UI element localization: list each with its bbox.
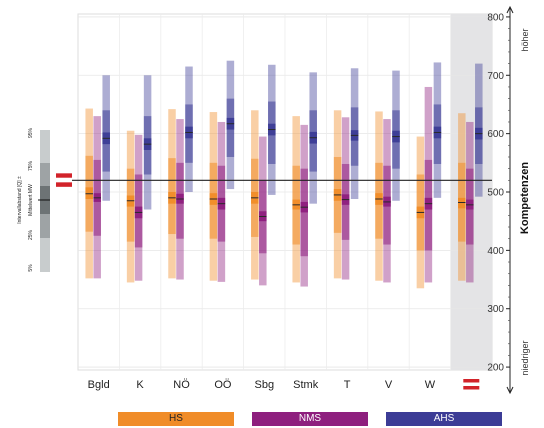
- box-nms-4: [259, 136, 267, 286]
- y-tick-label-200: 200: [487, 363, 504, 374]
- key-label-p5: 5%: [28, 264, 34, 272]
- box-ahs-0: [102, 75, 110, 201]
- flag-stripe-mid: [56, 177, 72, 183]
- box-hs-7: [375, 111, 383, 281]
- y-tick-label-700: 700: [487, 71, 504, 82]
- box-hs-8: [416, 136, 425, 289]
- box-hs-0: [85, 108, 93, 279]
- x-label-1: K: [136, 379, 144, 391]
- y-tick-label-500: 500: [487, 188, 504, 199]
- key-label-p25: 25%: [28, 229, 34, 240]
- y-axis-title: Kompetenzen: [519, 162, 531, 234]
- box-ahs-7: [392, 70, 400, 201]
- x-flag-top: [463, 379, 480, 383]
- box-hs-3: [209, 112, 218, 281]
- x-flag-mid: [463, 382, 480, 386]
- flag-stripe-top: [56, 173, 72, 178]
- box-ci: [85, 187, 93, 200]
- x-label-5: Stmk: [293, 379, 319, 391]
- y-tick-label-600: 600: [487, 129, 504, 140]
- box-nms-1: [134, 134, 143, 281]
- key-label-p95: 95%: [28, 127, 34, 138]
- box-hs-6: [333, 110, 342, 279]
- legend-nms: NMS: [252, 412, 368, 426]
- box-marks: [85, 60, 483, 289]
- box-nms-6: [341, 117, 350, 280]
- box-nms-2: [176, 119, 184, 280]
- box-nms-9: [466, 121, 474, 283]
- key-label-interval: Intervallabstand [Q] ±: [17, 176, 23, 224]
- y-axis: 200 300 400 500 600 700 800 Kompetenzen höher nie…: [487, 5, 531, 395]
- reference-line-group: [56, 173, 492, 187]
- x-axis: Bgld K NÖ OÖ Sbg Stmk T V W: [88, 379, 480, 391]
- legend-ahs: AHS: [386, 412, 502, 426]
- x-label-4: Sbg: [255, 379, 275, 391]
- x-label-7: V: [385, 379, 393, 391]
- box-hs-4: [251, 110, 259, 280]
- box-nms-7: [383, 119, 391, 283]
- box-nms-0: [93, 116, 101, 279]
- y-axis-bottom-label: niedriger: [520, 340, 530, 375]
- x-flag-bottom: [463, 386, 480, 390]
- box-hs-1: [126, 130, 135, 283]
- x-label-6: T: [344, 379, 351, 391]
- box-ahs-9: [475, 63, 483, 197]
- flag-stripe-bottom: [56, 182, 72, 187]
- y-axis-arrow-up: [506, 5, 514, 14]
- x-label-2: NÖ: [173, 379, 190, 391]
- box-ahs-1: [143, 75, 152, 210]
- legend-hs: HS: [118, 412, 234, 426]
- y-tick-label-800: 800: [487, 12, 504, 23]
- box-ahs-2: [185, 66, 193, 192]
- box-nms-5: [300, 124, 308, 287]
- x-label-3: OÖ: [214, 379, 232, 391]
- box-nms-8: [424, 86, 433, 283]
- box-nms-3: [217, 121, 226, 282]
- box-key: 95% 75% Intervallabstand [Q] ± Mittelwert M…: [17, 127, 50, 272]
- box-ahs-6: [350, 68, 359, 200]
- y-axis-arrow-down: [506, 386, 514, 395]
- box-ci: [458, 197, 466, 209]
- box-hs-5: [292, 116, 300, 283]
- box-ahs-3: [226, 60, 235, 190]
- x-label-0: Bgld: [88, 379, 110, 391]
- box-hs-2: [168, 109, 176, 279]
- box-ahs-5: [309, 72, 317, 204]
- y-tick-label-400: 400: [487, 246, 504, 257]
- y-axis-top-label: höher: [520, 28, 530, 51]
- x-label-8: W: [425, 379, 436, 391]
- key-label-mean: Mittelwert MW: [28, 184, 34, 216]
- y-tick-label-300: 300: [487, 304, 504, 315]
- key-label-p75: 75%: [28, 160, 34, 171]
- box-hs-9: [458, 113, 466, 281]
- box-ahs-4: [268, 64, 276, 195]
- box-ahs-8: [433, 62, 442, 198]
